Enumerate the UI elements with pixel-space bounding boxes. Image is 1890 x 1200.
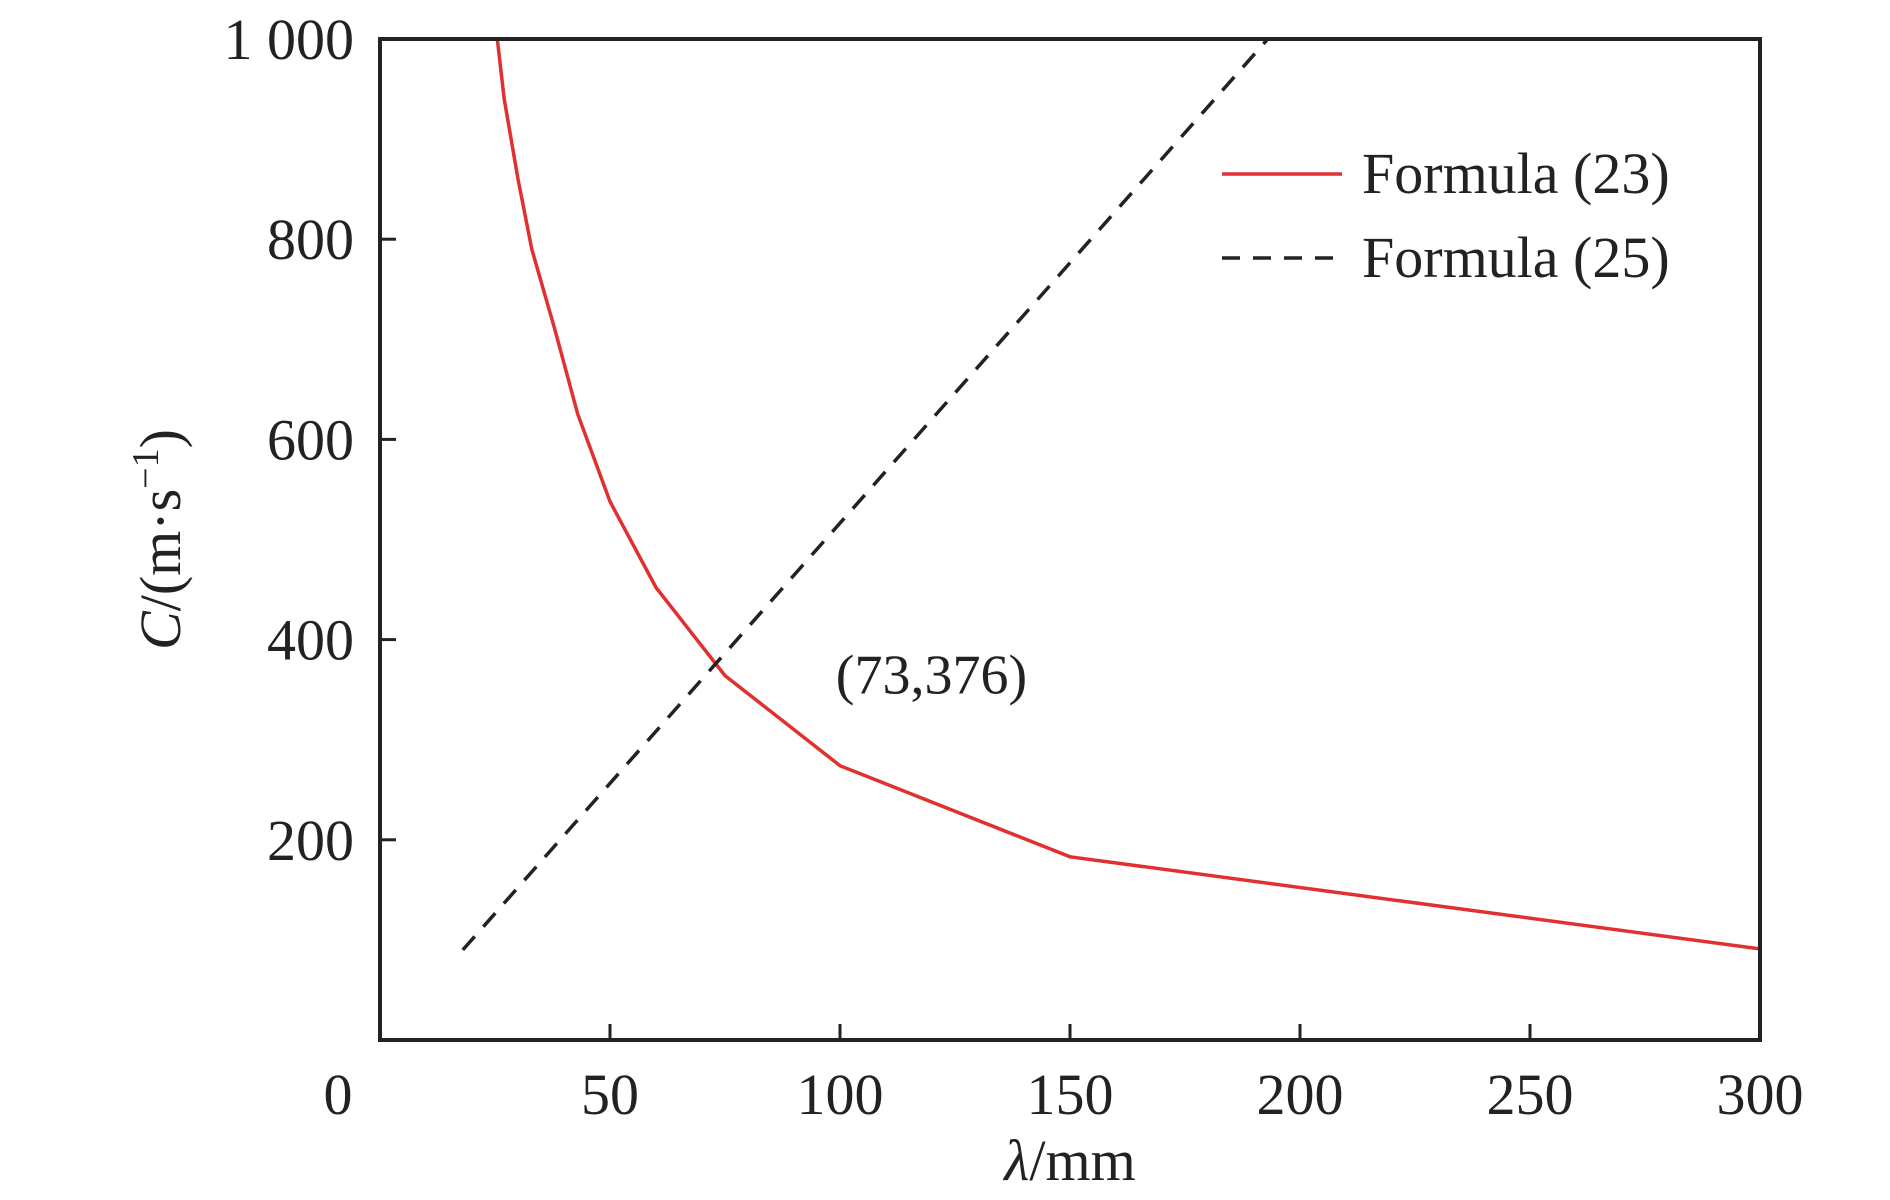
plot-lines bbox=[461, 39, 1760, 952]
x-tick-label-0: 50 bbox=[581, 1062, 639, 1127]
y-axis-symbol: C bbox=[128, 610, 193, 650]
ticks bbox=[380, 37, 1762, 1040]
x-axis-symbol: λ bbox=[1002, 1128, 1029, 1193]
x-tick-label-4: 250 bbox=[1487, 1062, 1574, 1127]
x-axis-title: λ/mm bbox=[1002, 1128, 1135, 1193]
legend: Formula (23) Formula (25) bbox=[1222, 141, 1670, 290]
y-tick-label-4: 1 000 bbox=[224, 7, 355, 72]
y-axis-unit: /(m·s bbox=[128, 489, 193, 611]
y-tick-label-0: 200 bbox=[267, 808, 354, 873]
intersection-annotation: (73,376) bbox=[836, 645, 1027, 707]
y-tick-label-3: 800 bbox=[267, 207, 354, 272]
x-tick-label-3: 200 bbox=[1257, 1062, 1344, 1127]
y-axis-exponent: −1 bbox=[125, 448, 167, 488]
legend-label-formula-23: Formula (23) bbox=[1362, 141, 1670, 206]
tick-labels: 50 100 150 200 250 300 200 400 600 800 1 000 bbox=[224, 7, 1804, 1127]
x-axis-unit: /mm bbox=[1029, 1128, 1135, 1193]
x-tick-label-1: 100 bbox=[797, 1062, 884, 1127]
x-tick-label-2: 150 bbox=[1027, 1062, 1114, 1127]
y-axis-close-paren: ) bbox=[128, 429, 193, 448]
x-tick-label-5: 300 bbox=[1717, 1062, 1804, 1127]
y-tick-label-2: 600 bbox=[267, 407, 354, 472]
y-axis-title: C/(m·s−1) bbox=[125, 429, 193, 650]
legend-label-formula-25: Formula (25) bbox=[1362, 225, 1670, 290]
origin-label: 0 bbox=[324, 1062, 353, 1127]
series-line-1 bbox=[461, 39, 1270, 952]
y-tick-label-1: 400 bbox=[267, 608, 354, 673]
series-line-0 bbox=[495, 39, 1760, 951]
